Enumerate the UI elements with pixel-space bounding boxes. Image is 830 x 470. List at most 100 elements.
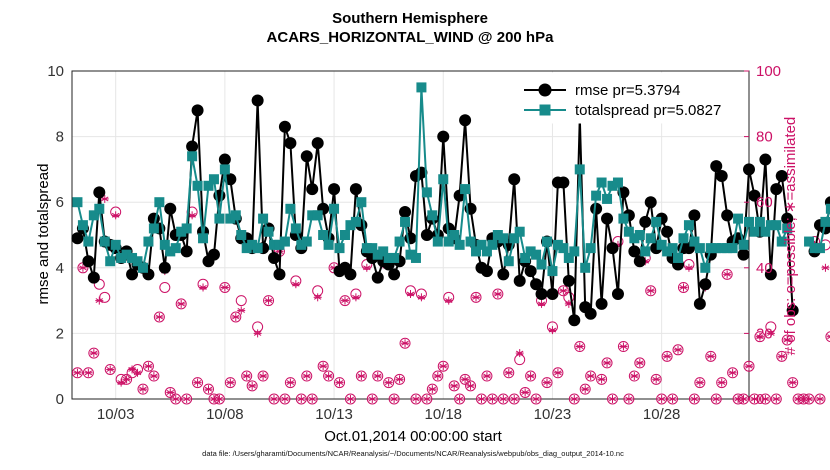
obs-possible-point [388, 393, 400, 405]
totalspread-point [269, 239, 280, 250]
obs-possible-point [568, 393, 580, 405]
obs-assimilated-point [493, 290, 502, 299]
obs-assimilated-point [264, 296, 273, 305]
rmse-point [349, 183, 362, 196]
obs-possible-point [721, 268, 733, 280]
totalspread-point [263, 226, 274, 237]
totalspread-point [165, 246, 176, 257]
totalspread-point [438, 174, 449, 185]
obs-assimilated-point [433, 372, 442, 381]
rmse-point [743, 163, 755, 176]
obs-possible-point [497, 393, 509, 405]
rmse-point [311, 137, 324, 150]
rmse-point [562, 274, 575, 287]
obs-assimilated-point [772, 395, 781, 403]
totalspread-point [176, 226, 187, 237]
totalspread-point [580, 262, 591, 273]
obs-possible-point [519, 386, 531, 398]
rmse-point [764, 268, 777, 281]
obs-possible-point [727, 367, 739, 379]
obs-possible-point [628, 370, 640, 382]
obs-possible-point [650, 373, 662, 385]
rmse-point [688, 209, 701, 222]
obs-assimilated-point [559, 286, 568, 295]
totalspread-point [383, 252, 394, 263]
rmse-point [770, 183, 783, 196]
totalspread-point [219, 164, 230, 175]
totalspread-point [410, 252, 421, 263]
obs-assimilated-point [805, 395, 814, 403]
totalspread-point [105, 256, 116, 267]
obs-assimilated-point [657, 395, 666, 403]
legend-rmse-marker [538, 83, 552, 97]
obs-assimilated-point [395, 375, 404, 384]
obs-possible-point [372, 370, 384, 382]
totalspread-point [782, 223, 793, 234]
totalspread-point [334, 243, 345, 254]
obs-possible-point [181, 393, 193, 405]
totalspread-point [563, 252, 574, 263]
obs-possible-point [814, 393, 826, 405]
obs-assimilated-point [171, 395, 180, 403]
obs-assimilated-point [220, 283, 229, 292]
obs-assimilated-point [417, 293, 426, 302]
obs-assimilated-point [706, 352, 715, 361]
rmse-point [721, 209, 734, 222]
legend-spread-label: totalspread pr=5.0827 [575, 102, 721, 119]
obs-assimilated-point [477, 395, 486, 403]
obs-assimilated-point [253, 329, 262, 338]
totalspread-point [476, 239, 487, 250]
obs-assimilated-point [144, 362, 153, 371]
rmse-point [497, 268, 510, 281]
totalspread-point [159, 239, 170, 250]
obs-assimilated-point [155, 313, 164, 321]
x-axis-ticks: 10/03 10/08 10/13 10/18 10/23 10/28 [97, 406, 681, 423]
obs-possible-point [175, 298, 187, 310]
obs-possible-point [645, 285, 657, 297]
obs-assimilated-point [259, 372, 268, 381]
obs-possible-point [787, 377, 799, 389]
rmse-point [371, 271, 384, 284]
obs-assimilated-point [510, 395, 519, 403]
totalspread-point [329, 203, 340, 214]
rmse-point [399, 206, 412, 219]
obs-assimilated-point [340, 296, 349, 305]
obs-possible-point [634, 357, 646, 369]
totalspread-point [596, 177, 607, 188]
obs-possible-point [716, 377, 728, 389]
obs-possible-point [192, 377, 204, 389]
rmse-point [207, 248, 220, 261]
obs-possible-point [481, 370, 493, 382]
totalspread-point [460, 184, 471, 195]
obs-assimilated-point [466, 381, 475, 390]
totalspread-point [531, 249, 542, 260]
obs-possible-point [71, 367, 83, 379]
rmse-point [164, 202, 177, 215]
obs-assimilated-point [199, 283, 208, 292]
rmse-point [628, 245, 641, 258]
totalspread-point [547, 266, 558, 277]
obs-markers [71, 95, 830, 405]
rmse-point [93, 186, 106, 199]
rmse-point [530, 278, 543, 291]
totalspread-point [154, 197, 165, 208]
obs-possible-point [470, 291, 482, 303]
totalspread-point [667, 243, 678, 254]
obs-assimilated-point [215, 395, 224, 403]
obs-assimilated-point [270, 395, 279, 403]
obs-possible-point [339, 295, 351, 307]
obs-assimilated-point [450, 381, 459, 390]
x-tick-label: 10/23 [534, 406, 572, 423]
obs-assimilated-point [390, 395, 399, 403]
obs-assimilated-point [745, 362, 753, 371]
obs-assimilated-point [815, 395, 824, 403]
rmse-point [126, 268, 139, 281]
obs-possible-point [268, 393, 280, 405]
totalspread-point [225, 213, 236, 224]
totalspread-point [389, 252, 400, 263]
obs-possible-point [432, 370, 444, 382]
obs-assimilated-point [668, 395, 677, 403]
totalspread-point [673, 252, 684, 263]
y-tick-label: 2 [56, 325, 64, 342]
totalspread-point [804, 236, 815, 247]
